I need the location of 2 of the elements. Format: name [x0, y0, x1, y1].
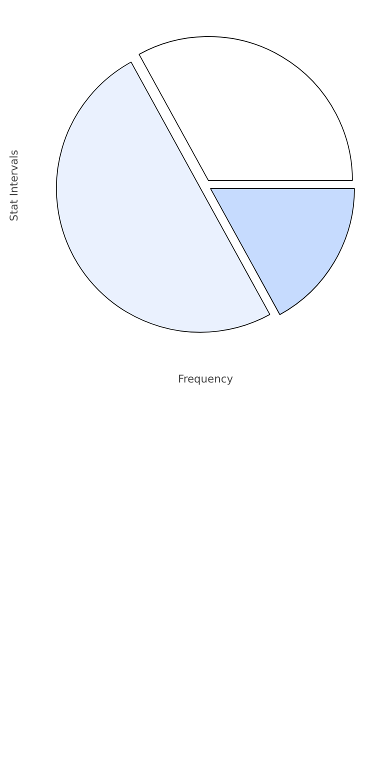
- text: Frequency: [178, 372, 234, 386]
- text: Stat Intervals: [8, 149, 20, 222]
